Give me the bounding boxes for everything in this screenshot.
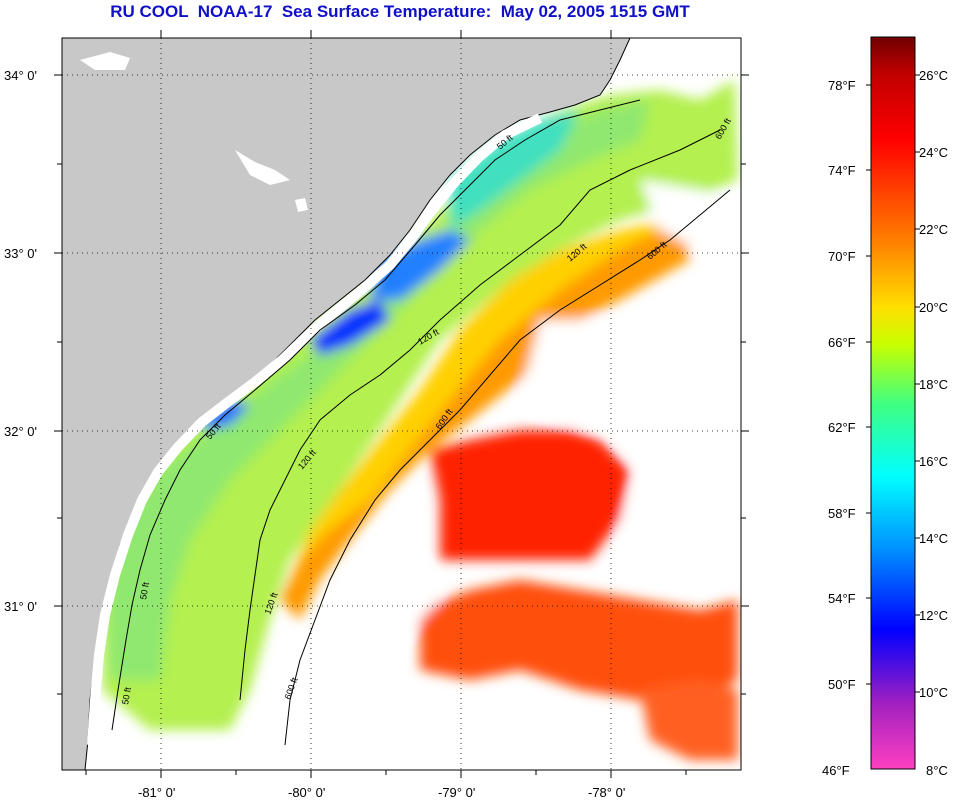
colorbar-f-58: 58°F <box>828 506 856 521</box>
lon-label-81: -81° 0' <box>138 785 175 800</box>
lat-ticks <box>54 74 749 695</box>
colorbar-c-8: 8°C <box>926 763 948 778</box>
contour-120ft <box>239 129 721 701</box>
sst-region-warm <box>280 220 690 620</box>
colorbar-ticks <box>866 74 920 693</box>
colorbar-c-10: 10°C <box>919 685 948 700</box>
colorbar-c-22: 22°C <box>919 222 948 237</box>
colorbar-f-74: 74°F <box>828 163 856 178</box>
contour-label-50d: 50 ft <box>120 686 133 705</box>
nodata-offshore-2 <box>300 560 440 770</box>
coast-strip <box>87 113 543 746</box>
lat-label-31: 31° 0' <box>4 599 37 614</box>
sst-region-cold-1 <box>370 230 470 300</box>
grid-lines <box>62 38 741 770</box>
lon-label-80: -80° 0' <box>288 785 325 800</box>
lon-label-79: -79° 0' <box>438 785 475 800</box>
colorbar-f-46: 46°F <box>822 763 850 778</box>
lon-ticks <box>85 30 687 778</box>
lat-label-33: 33° 0' <box>4 246 37 261</box>
contour-50ft <box>111 99 641 731</box>
colorbar-f-50: 50°F <box>828 677 856 692</box>
colorbar-c-18: 18°C <box>919 377 948 392</box>
sst-region-shelf <box>100 80 738 730</box>
nodata-offshore-3 <box>640 180 740 250</box>
contour-label-50c: 50 ft <box>138 581 151 600</box>
colorbar-c-26: 26°C <box>919 68 948 83</box>
nodata-offshore-1 <box>520 320 740 570</box>
lon-label-78: -78° 0' <box>588 785 625 800</box>
colorbar-c-12: 12°C <box>919 608 948 623</box>
sst-region-offshore-2 <box>640 680 738 760</box>
colorbar-f-66: 66°F <box>828 335 856 350</box>
colorbar-c-16: 16°C <box>919 454 948 469</box>
sst-region-inner <box>108 100 650 680</box>
colorbar-c-14: 14°C <box>919 531 948 546</box>
sst-region-cold-2 <box>310 300 390 355</box>
chart-title: RU COOL NOAA-17 Sea Surface Temperature:… <box>110 2 690 21</box>
colorbar-f-78: 78°F <box>828 78 856 93</box>
sst-field <box>100 80 740 770</box>
inland-nodata-2 <box>235 150 290 185</box>
inland-nodata-3 <box>295 198 308 212</box>
lat-label-32: 32° 0' <box>4 424 37 439</box>
inland-nodata-1 <box>80 52 130 70</box>
colorbar-c-20: 20°C <box>919 300 948 315</box>
contour-600ft <box>284 189 731 746</box>
colorbar-c-24: 24°C <box>919 145 948 160</box>
colorbar-f-70: 70°F <box>828 249 856 264</box>
colorbar-f-62: 62°F <box>828 420 856 435</box>
sst-region-nearshore <box>450 110 580 230</box>
lat-label-34: 34° 0' <box>4 68 37 83</box>
sst-region-offshore-1 <box>420 580 738 700</box>
isobath-contours <box>111 99 731 746</box>
map-frame <box>61 37 742 771</box>
colorbar <box>870 36 916 770</box>
map-content <box>62 38 740 770</box>
colorbar-f-54: 54°F <box>828 591 856 606</box>
sst-region-gulf-stream <box>430 430 630 560</box>
